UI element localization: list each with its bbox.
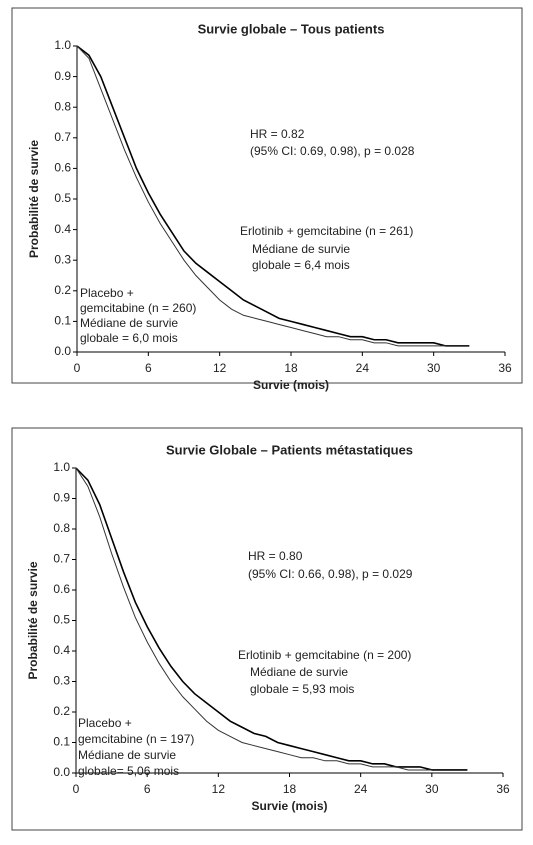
annotation: (95% CI: 0.69, 0.98), p = 0.028 bbox=[250, 144, 415, 158]
y-tick-label: 0.8 bbox=[53, 521, 70, 535]
y-tick-label: 1.0 bbox=[53, 460, 70, 474]
y-tick-label: 0.6 bbox=[53, 582, 70, 596]
y-tick-label: 0.4 bbox=[53, 643, 70, 657]
x-tick-label: 24 bbox=[356, 361, 370, 375]
annotation: Médiane de survie bbox=[80, 316, 178, 330]
x-axis-title: Survie (mois) bbox=[251, 799, 327, 813]
y-tick-label: 0.4 bbox=[54, 222, 71, 236]
panel-frame bbox=[11, 7, 523, 384]
chart-title: Survie Globale – Patients métastatiques bbox=[166, 442, 413, 457]
x-tick-label: 0 bbox=[73, 782, 80, 796]
survival-curve bbox=[76, 45, 470, 347]
annotation: Erlotinib + gemcitabine (n = 261) bbox=[240, 224, 413, 238]
y-tick-label: 0.7 bbox=[53, 552, 70, 566]
x-tick-label: 18 bbox=[283, 782, 297, 796]
y-tick-label: 0.7 bbox=[54, 130, 71, 144]
x-axis-title: Survie (mois) bbox=[253, 378, 329, 392]
x-tick-label: 12 bbox=[213, 361, 227, 375]
x-tick-label: 36 bbox=[496, 782, 510, 796]
annotation: globale= 5,06 mois bbox=[78, 764, 179, 778]
annotation: Placebo + bbox=[80, 286, 134, 300]
y-tick-label: 0.3 bbox=[53, 674, 70, 688]
y-tick-label: 0.0 bbox=[53, 765, 70, 779]
annotation: HR = 0.80 bbox=[248, 549, 303, 563]
annotation: HR = 0.82 bbox=[250, 127, 305, 141]
annotation: Placebo + bbox=[78, 716, 132, 730]
survival-curve bbox=[76, 45, 446, 347]
x-tick-label: 6 bbox=[144, 782, 151, 796]
y-tick-label: 0.3 bbox=[54, 252, 71, 266]
y-tick-label: 0.1 bbox=[54, 314, 71, 328]
y-tick-label: 0.1 bbox=[53, 735, 70, 749]
y-tick-label: 0.2 bbox=[53, 704, 70, 718]
panel-frame bbox=[11, 427, 523, 831]
annotation: Médiane de survie bbox=[250, 665, 348, 679]
y-tick-label: 0.6 bbox=[54, 161, 71, 175]
annotation: globale = 5,93 mois bbox=[250, 682, 354, 696]
annotation: (95% CI: 0.66, 0.98), p = 0.029 bbox=[248, 567, 413, 581]
survival-curve bbox=[75, 467, 468, 771]
y-tick-label: 0.5 bbox=[54, 191, 71, 205]
annotation: globale = 6,4 mois bbox=[252, 258, 350, 272]
x-tick-label: 36 bbox=[498, 361, 512, 375]
y-tick-label: 1.0 bbox=[54, 38, 71, 52]
y-tick-label: 0.9 bbox=[54, 69, 71, 83]
annotation: Erlotinib + gemcitabine (n = 200) bbox=[238, 648, 411, 662]
x-tick-label: 6 bbox=[145, 361, 152, 375]
annotation: Médiane de survie bbox=[78, 748, 176, 762]
y-axis-title: Probabilité de survie bbox=[27, 140, 41, 258]
chart-title: Survie globale – Tous patients bbox=[198, 21, 385, 36]
annotation: gemcitabine (n = 260) bbox=[80, 301, 196, 315]
y-tick-label: 0.5 bbox=[53, 613, 70, 627]
annotation: globale = 6,0 mois bbox=[80, 331, 178, 345]
y-tick-label: 0.2 bbox=[54, 283, 71, 297]
annotation: gemcitabine (n = 197) bbox=[78, 732, 194, 746]
x-tick-label: 0 bbox=[74, 361, 81, 375]
annotation: Médiane de survie bbox=[252, 242, 350, 256]
x-tick-label: 12 bbox=[212, 782, 226, 796]
x-tick-label: 18 bbox=[284, 361, 298, 375]
y-tick-label: 0.8 bbox=[54, 99, 71, 113]
survival-curve bbox=[75, 467, 432, 771]
x-tick-label: 24 bbox=[354, 782, 368, 796]
y-axis-title: Probabilité de survie bbox=[26, 561, 40, 679]
x-tick-label: 30 bbox=[427, 361, 441, 375]
y-tick-label: 0.0 bbox=[54, 344, 71, 358]
y-tick-label: 0.9 bbox=[53, 491, 70, 505]
x-tick-label: 30 bbox=[425, 782, 439, 796]
